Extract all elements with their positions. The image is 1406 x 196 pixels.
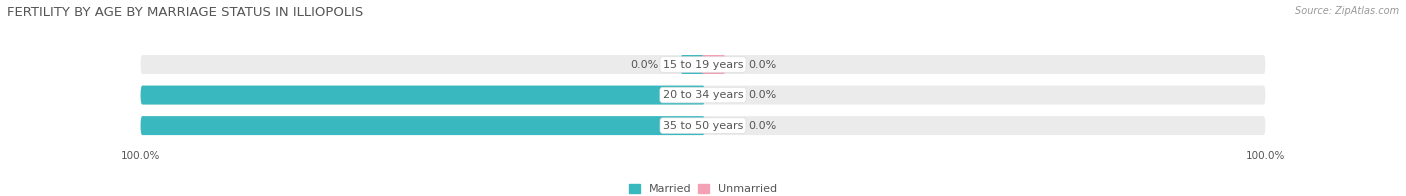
Text: 20 to 34 years: 20 to 34 years	[662, 90, 744, 100]
FancyBboxPatch shape	[681, 55, 704, 74]
Text: 35 to 50 years: 35 to 50 years	[662, 121, 744, 131]
FancyBboxPatch shape	[141, 55, 1265, 74]
FancyBboxPatch shape	[141, 86, 1265, 104]
Legend: Married, Unmarried: Married, Unmarried	[624, 179, 782, 196]
Text: 0.0%: 0.0%	[748, 60, 776, 70]
FancyBboxPatch shape	[141, 86, 704, 104]
Text: Source: ZipAtlas.com: Source: ZipAtlas.com	[1295, 6, 1399, 16]
FancyBboxPatch shape	[141, 116, 704, 135]
Text: 100.0%: 100.0%	[90, 121, 132, 131]
Text: 0.0%: 0.0%	[748, 90, 776, 100]
Text: FERTILITY BY AGE BY MARRIAGE STATUS IN ILLIOPOLIS: FERTILITY BY AGE BY MARRIAGE STATUS IN I…	[7, 6, 363, 19]
FancyBboxPatch shape	[141, 116, 1265, 135]
Text: 15 to 19 years: 15 to 19 years	[662, 60, 744, 70]
Text: 0.0%: 0.0%	[630, 60, 658, 70]
Text: 0.0%: 0.0%	[748, 121, 776, 131]
Text: 100.0%: 100.0%	[90, 90, 132, 100]
FancyBboxPatch shape	[702, 55, 725, 74]
